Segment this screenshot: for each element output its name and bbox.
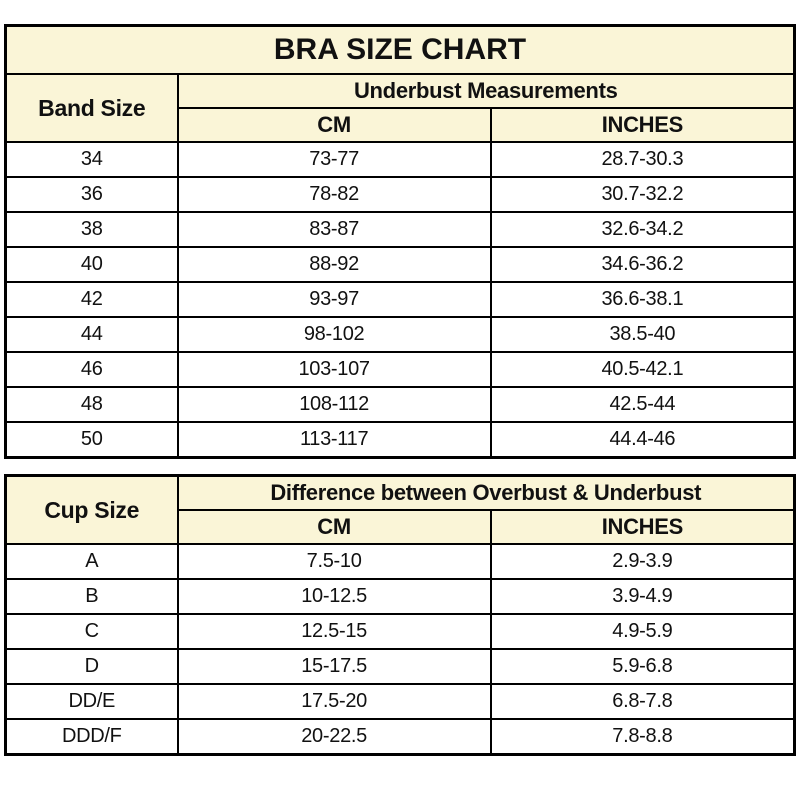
inches-cell: 3.9-4.9 [489,578,796,615]
cup-size-table: Cup Size Difference between Overbust & U… [4,474,796,756]
band-size-table: BRA SIZE CHART Band Size Underbust Measu… [4,24,796,459]
underbust-measurements-header: Underbust Measurements [176,73,796,109]
band-table-body: 34 73-77 28.7-30.3 36 78-82 30.7-32.2 38 83-87 3… [4,141,796,459]
table-row: 40 88-92 34.6-36.2 [4,246,796,283]
table-gap [4,459,796,474]
band-group-header-row: Band Size Underbust Measurements [4,73,796,143]
cm-cell: 78-82 [176,176,492,213]
table-row: C 12.5-15 4.9-5.9 [4,613,796,650]
cm-cell: 20-22.5 [176,718,492,756]
cup-table-body: A 7.5-10 2.9-3.9 B 10-12.5 3.9-4.9 C 12.5-15 4.9… [4,543,796,756]
inches-cell: 30.7-32.2 [489,176,796,213]
cup-cell: A [4,543,179,580]
cm-header: CM [176,107,492,143]
inches-cell: 7.8-8.8 [489,718,796,756]
inches-cell: 44.4-46 [489,421,796,459]
cm-header: CM [176,509,492,545]
band-cell: 50 [4,421,179,459]
table-row: 42 93-97 36.6-38.1 [4,281,796,318]
inches-header: INCHES [489,107,796,143]
band-cell: 42 [4,281,179,318]
inches-cell: 38.5-40 [489,316,796,353]
table-row: 46 103-107 40.5-42.1 [4,351,796,388]
difference-header: Difference between Overbust & Underbust [176,474,796,511]
cm-cell: 88-92 [176,246,492,283]
table-row: A 7.5-10 2.9-3.9 [4,543,796,580]
cup-cell: C [4,613,179,650]
inches-cell: 28.7-30.3 [489,141,796,178]
cup-cell: DDD/F [4,718,179,756]
inches-cell: 34.6-36.2 [489,246,796,283]
table-row: 44 98-102 38.5-40 [4,316,796,353]
cm-cell: 108-112 [176,386,492,423]
inches-cell: 32.6-34.2 [489,211,796,248]
band-cell: 36 [4,176,179,213]
cm-cell: 113-117 [176,421,492,459]
band-cell: 38 [4,211,179,248]
chart-title: BRA SIZE CHART [4,24,796,75]
band-subheader-row: CM INCHES [6,107,796,143]
inches-cell: 2.9-3.9 [489,543,796,580]
inches-cell: 36.6-38.1 [489,281,796,318]
inches-cell: 42.5-44 [489,386,796,423]
cup-size-header: Cup Size [4,474,179,545]
table-row: 38 83-87 32.6-34.2 [4,211,796,248]
table-row: DDD/F 20-22.5 7.8-8.8 [4,718,796,756]
cup-group-header-row: Cup Size Difference between Overbust & U… [4,474,796,545]
cup-cell: D [4,648,179,685]
cm-cell: 98-102 [176,316,492,353]
cm-cell: 83-87 [176,211,492,248]
table-row: 48 108-112 42.5-44 [4,386,796,423]
band-cell: 44 [4,316,179,353]
cm-cell: 93-97 [176,281,492,318]
inches-cell: 40.5-42.1 [489,351,796,388]
cm-cell: 17.5-20 [176,683,492,720]
table-row: 50 113-117 44.4-46 [4,421,796,459]
cm-cell: 12.5-15 [176,613,492,650]
cm-cell: 73-77 [176,141,492,178]
band-cell: 34 [4,141,179,178]
chart-title-row: BRA SIZE CHART [4,24,796,75]
cup-cell: B [4,578,179,615]
band-cell: 48 [4,386,179,423]
band-cell: 40 [4,246,179,283]
table-row: DD/E 17.5-20 6.8-7.8 [4,683,796,720]
cup-cell: DD/E [4,683,179,720]
inches-cell: 5.9-6.8 [489,648,796,685]
table-row: B 10-12.5 3.9-4.9 [4,578,796,615]
cm-cell: 7.5-10 [176,543,492,580]
band-size-header: Band Size [4,73,179,143]
band-cell: 46 [4,351,179,388]
cup-subheader-row: CM INCHES [6,509,796,545]
inches-cell: 6.8-7.8 [489,683,796,720]
inches-header: INCHES [489,509,796,545]
table-row: 36 78-82 30.7-32.2 [4,176,796,213]
cm-cell: 15-17.5 [176,648,492,685]
cm-cell: 103-107 [176,351,492,388]
cm-cell: 10-12.5 [176,578,492,615]
inches-cell: 4.9-5.9 [489,613,796,650]
table-row: D 15-17.5 5.9-6.8 [4,648,796,685]
table-row: 34 73-77 28.7-30.3 [4,141,796,178]
